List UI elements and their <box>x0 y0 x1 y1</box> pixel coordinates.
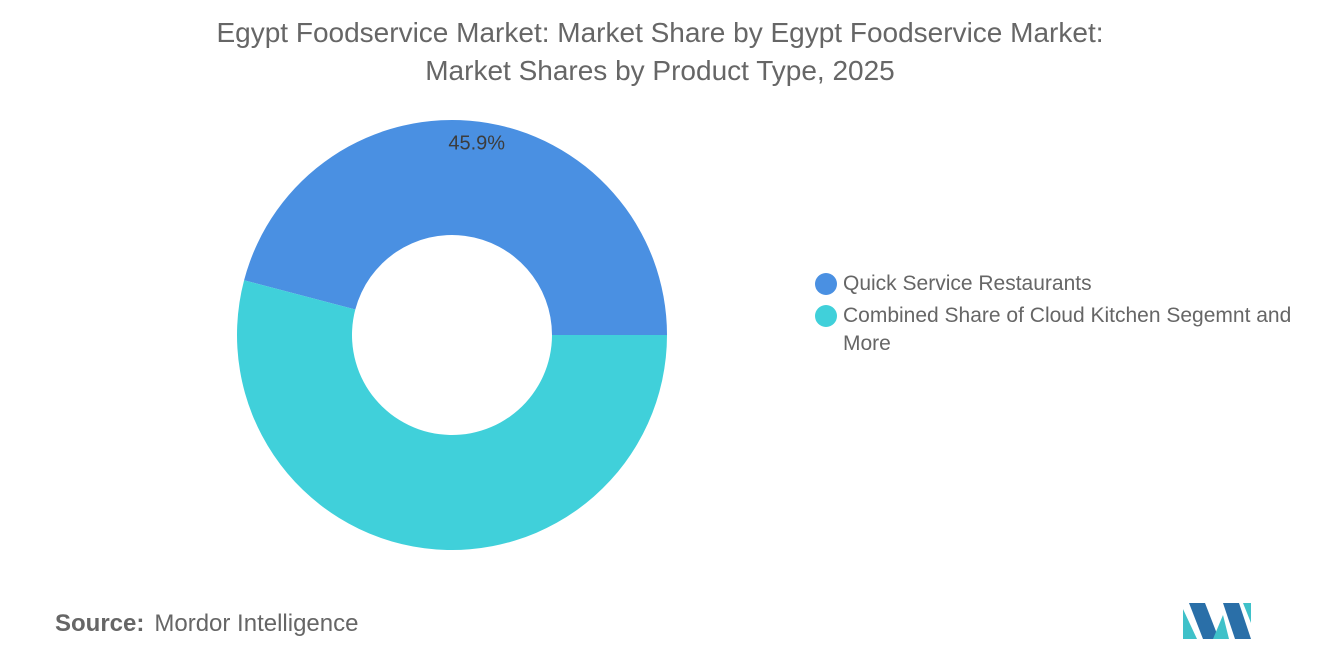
chart-legend: Quick Service Restaurants Combined Share… <box>815 270 1305 362</box>
legend-label-cloud-kitchen: Combined Share of Cloud Kitchen Segemnt … <box>843 304 1292 355</box>
source-note: Source: Mordor Intelligence <box>55 610 358 638</box>
mordor-intelligence-logo-icon <box>1183 603 1251 639</box>
legend-swatch-quick-service-restaurants <box>815 273 837 295</box>
chart-title: Egypt Foodservice Market: Market Share b… <box>0 14 1320 90</box>
chart-title-line-2: Market Shares by Product Type, 2025 <box>425 55 895 86</box>
legend-item-cloud-kitchen: Combined Share of Cloud Kitchen Segemnt … <box>815 302 1305 358</box>
legend-label-quick-service-restaurants: Quick Service Restaurants <box>843 272 1092 295</box>
donut-slice-1 <box>244 119 668 335</box>
legend-swatch-cloud-kitchen <box>815 305 837 327</box>
data-label-1: 45.9% <box>448 132 505 154</box>
source-value: Mordor Intelligence <box>154 610 359 637</box>
legend-item-quick-service-restaurants: Quick Service Restaurants <box>815 270 1305 298</box>
donut-slice-2 <box>237 280 667 550</box>
source-key: Source: <box>55 610 145 637</box>
chart-title-line-1: Egypt Foodservice Market: Market Share b… <box>216 17 1104 48</box>
